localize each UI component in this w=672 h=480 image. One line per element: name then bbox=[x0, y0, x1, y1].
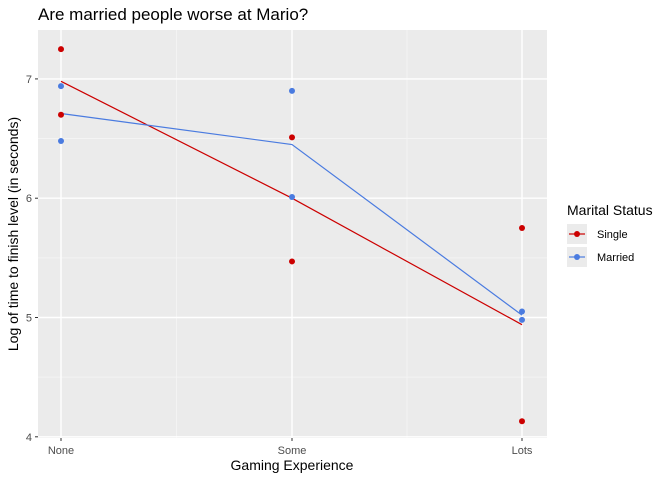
data-point-single bbox=[58, 111, 64, 118]
legend-keys: Single Married bbox=[567, 224, 634, 267]
data-point-married bbox=[289, 194, 295, 201]
legend-key-point bbox=[574, 254, 580, 260]
x-axis-title: Gaming Experience bbox=[231, 457, 354, 473]
data-point-married bbox=[519, 316, 525, 323]
x-tick-label: Some bbox=[278, 445, 307, 457]
data-point-single bbox=[519, 225, 525, 232]
x-tick-label: Lots bbox=[512, 445, 533, 457]
y-tick-label: 4 bbox=[26, 432, 32, 444]
legend-label-single: Single bbox=[597, 229, 628, 241]
y-axis-ticks: 4 5 6 7 bbox=[26, 74, 38, 444]
y-tick-label: 6 bbox=[26, 193, 32, 205]
major-gridlines bbox=[38, 30, 547, 438]
data-points bbox=[58, 46, 525, 425]
data-point-single bbox=[289, 134, 295, 141]
legend-key-point bbox=[574, 231, 580, 237]
data-point-married bbox=[289, 87, 295, 94]
y-tick-label: 5 bbox=[26, 313, 32, 325]
chart-title: Are married people worse at Mario? bbox=[38, 5, 308, 24]
data-point-single bbox=[58, 46, 64, 53]
x-axis-ticks: None Some Lots bbox=[48, 438, 533, 457]
data-point-married bbox=[58, 83, 64, 90]
data-point-married bbox=[58, 137, 64, 144]
legend: Marital Status Single Married bbox=[567, 202, 653, 267]
legend-title: Marital Status bbox=[567, 202, 653, 218]
y-tick-label: 7 bbox=[26, 74, 32, 86]
data-point-single bbox=[519, 418, 525, 425]
legend-label-married: Married bbox=[597, 252, 634, 264]
x-tick-label: None bbox=[48, 445, 74, 457]
y-axis-title: Log of time to finish level (in seconds) bbox=[5, 117, 21, 351]
data-point-single bbox=[289, 258, 295, 265]
data-point-married bbox=[519, 308, 525, 315]
series-line-married bbox=[60, 112, 523, 316]
